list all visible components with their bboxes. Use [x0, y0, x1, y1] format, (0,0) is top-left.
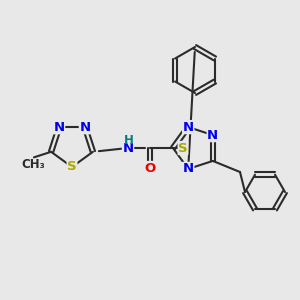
Text: S: S: [67, 160, 77, 173]
Text: N: N: [80, 121, 91, 134]
Text: CH₃: CH₃: [21, 158, 45, 171]
Text: N: N: [122, 142, 134, 154]
Text: S: S: [178, 142, 188, 154]
Text: H: H: [124, 134, 134, 146]
Text: O: O: [144, 161, 156, 175]
Text: N: N: [183, 121, 194, 134]
Text: N: N: [207, 129, 218, 142]
Text: N: N: [183, 162, 194, 176]
Text: N: N: [53, 121, 64, 134]
